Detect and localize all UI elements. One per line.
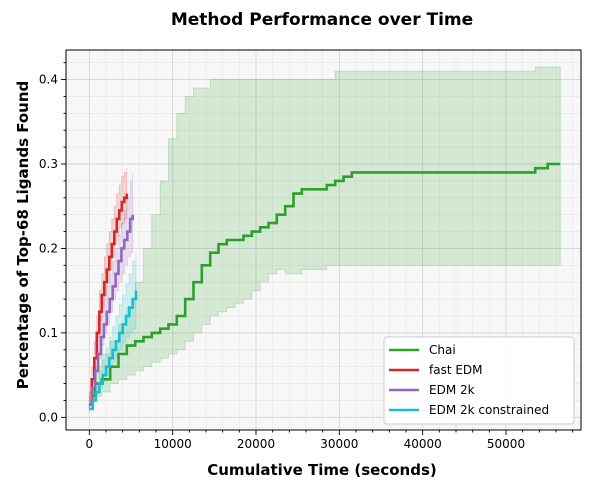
y-tick-label: 0.4 <box>39 73 58 87</box>
x-tick-label: 50000 <box>487 437 525 451</box>
series-line-chai <box>89 162 561 406</box>
x-axis-label: Cumulative Time (seconds) <box>207 461 437 479</box>
x-tick-label: 10000 <box>154 437 192 451</box>
legend-box <box>383 336 575 425</box>
legend: Chai fast EDM EDM 2k EDM 2k constrained <box>383 336 575 425</box>
legend-label: EDM 2k <box>429 383 475 397</box>
x-tick-label: 20000 <box>237 437 275 451</box>
legend-label: fast EDM <box>429 363 483 377</box>
chart-title: Method Performance over Time <box>171 10 473 30</box>
x-tick-label: 40000 <box>404 437 442 451</box>
plot-frame <box>65 49 582 431</box>
series-line-edm-2k-constrained <box>89 290 138 411</box>
y-axis-label: Percentage of Top-68 Ligands Found <box>14 81 32 390</box>
y-tick-label: 0.3 <box>39 157 58 171</box>
x-tick-label: 0 <box>86 437 94 451</box>
y-tick-label: 0.1 <box>39 326 58 340</box>
x-tick-label: 30000 <box>320 437 358 451</box>
y-tick-label: 0.0 <box>39 410 58 424</box>
series-line-edm-2k <box>89 214 134 406</box>
legend-label: Chai <box>429 343 456 357</box>
legend-label: EDM 2k constrained <box>429 403 549 417</box>
y-tick-label: 0.2 <box>39 241 58 255</box>
confidence-band-chai <box>88 66 561 409</box>
